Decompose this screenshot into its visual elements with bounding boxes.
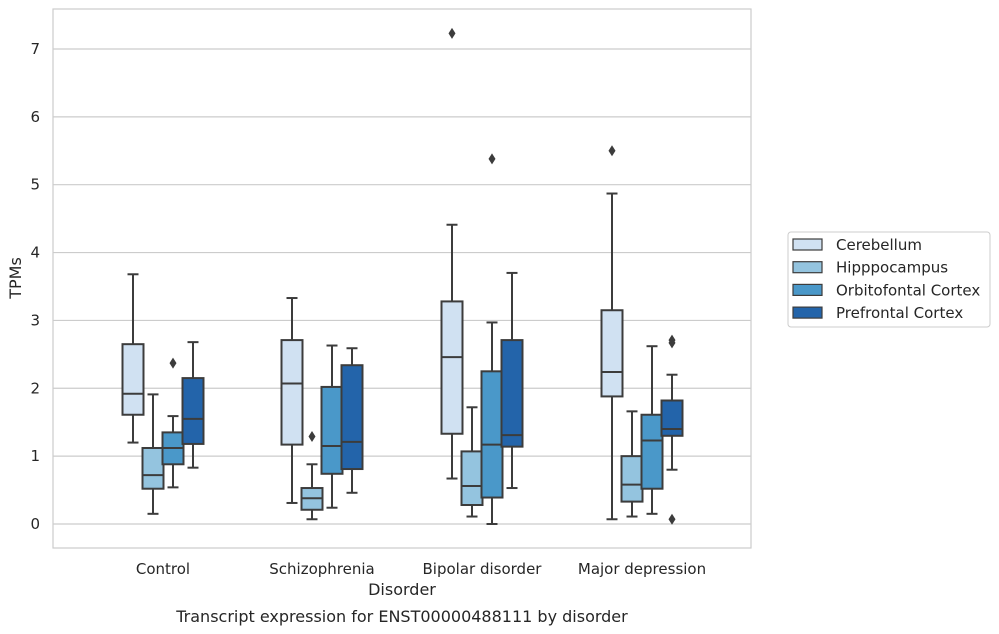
outlier-point <box>608 145 616 157</box>
x-tick-labels: Control Schizophrenia Bipolar disorder Majo… <box>136 560 706 578</box>
outlier-point <box>308 430 316 442</box>
box-1-0 <box>141 393 165 515</box>
y-tick-label: 3 <box>30 311 40 329</box>
legend-label: Hipppocampus <box>836 259 948 277</box>
box-body <box>460 450 484 506</box>
y-tick-labels: 0 1 2 3 4 5 6 7 <box>30 40 40 533</box>
legend-swatch <box>792 306 823 319</box>
chart-caption: Transcript expression for ENST0000048811… <box>175 607 628 626</box>
legend-label: Cerebellum <box>836 236 922 254</box>
box-groups <box>121 27 684 525</box>
y-tick-label: 6 <box>30 108 40 126</box>
box-body <box>181 377 205 445</box>
legend-swatch <box>792 261 823 274</box>
box-body <box>480 370 504 499</box>
box-2-3 <box>640 345 664 515</box>
box-body <box>440 300 464 435</box>
box-0-1 <box>280 297 304 504</box>
box-1-2 <box>460 406 484 518</box>
box-2-2 <box>480 153 504 525</box>
outlier-point <box>488 153 496 165</box>
plot-area-frame <box>52 8 752 549</box>
legend-swatch <box>792 238 823 251</box>
y-tick-label: 5 <box>30 176 40 194</box>
y-axis-label: TPMs <box>6 257 25 300</box>
y-tick-label: 4 <box>30 244 40 262</box>
outlier-point <box>169 357 177 369</box>
box-2-1 <box>320 344 344 509</box>
legend-frame <box>787 231 991 328</box>
box-2-0 <box>161 357 185 489</box>
outlier-point <box>448 27 456 39</box>
box-body <box>141 446 165 490</box>
box-1-3 <box>620 410 644 518</box>
box-1-1 <box>300 430 324 521</box>
box-body <box>660 399 684 437</box>
y-tick-label: 2 <box>30 379 40 397</box>
box-3-3 <box>660 334 684 525</box>
outlier-point <box>668 513 676 525</box>
box-body <box>500 339 524 448</box>
legend-label: Orbitofontal Cortex <box>836 281 980 299</box>
box-body <box>320 385 344 475</box>
box-0-0 <box>121 273 145 444</box>
box-body <box>121 343 145 416</box>
legend: Cerebellum Hipppocampus Orbitofontal Corte… <box>787 231 991 328</box>
y-tick-label: 7 <box>30 40 40 58</box>
box-body <box>640 413 664 490</box>
x-tick-label: Schizophrenia <box>269 560 374 578</box>
box-0-2 <box>440 27 464 480</box>
box-3-2 <box>500 271 524 490</box>
legend-swatch <box>792 283 823 296</box>
y-tick-label: 1 <box>30 447 40 465</box>
box-0-3 <box>600 145 624 521</box>
x-tick-label: Control <box>136 560 190 578</box>
box-body <box>340 364 364 471</box>
box-3-0 <box>181 341 205 469</box>
box-body <box>600 309 624 398</box>
box-body <box>620 455 644 503</box>
legend-label: Prefrontal Cortex <box>836 304 963 322</box>
y-tick-label: 0 <box>30 515 40 533</box>
x-tick-label: Major depression <box>578 560 706 578</box>
x-axis-label: Disorder <box>368 580 436 599</box>
x-tick-label: Bipolar disorder <box>423 560 543 578</box>
box-body <box>280 339 304 446</box>
outlier-point <box>668 334 676 346</box>
box-3-1 <box>340 347 364 494</box>
